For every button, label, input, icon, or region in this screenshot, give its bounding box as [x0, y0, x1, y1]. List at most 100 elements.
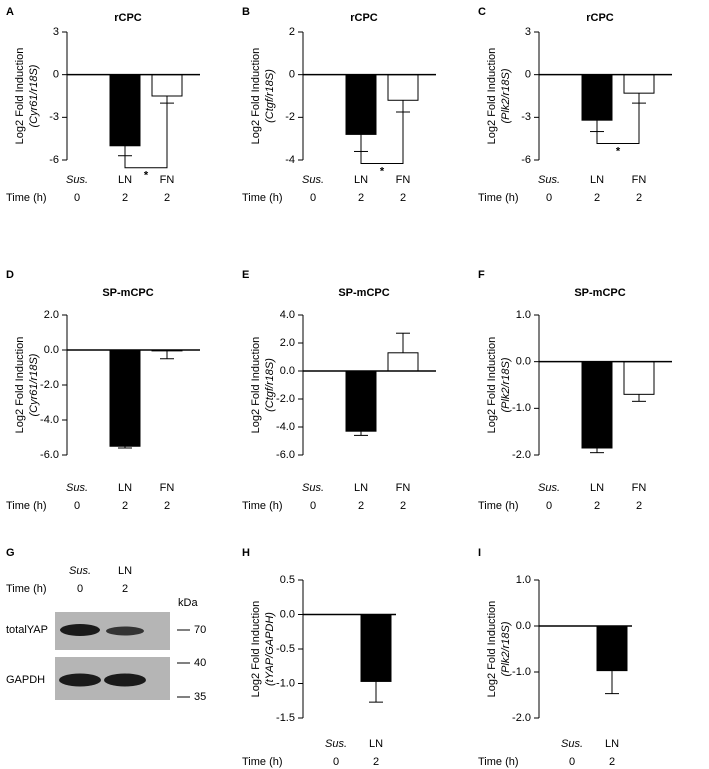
time-label: 0 [546, 500, 552, 512]
chart-title: rCPC [114, 12, 142, 24]
x-tick-label: FN [632, 482, 647, 494]
marker-label: 40 [194, 657, 206, 669]
time-label: 2 [122, 583, 128, 595]
bar [581, 74, 613, 121]
time-label: 2 [373, 756, 379, 768]
time-label: 2 [164, 500, 170, 512]
panel-letter: I [478, 547, 481, 559]
y-tick-label: 0.5 [280, 574, 295, 586]
x-tick-label: LN [118, 482, 132, 494]
y-axis-label: (Cyr61/r18S) [28, 64, 40, 127]
chart-title: SP-mCPC [574, 287, 625, 299]
x-tick-label: Sus. [66, 174, 88, 186]
panel-letter: G [6, 547, 15, 559]
chart-panel: D SP-mCPC Log2 Fold Induction (Cyr61/r18S) 2… [6, 269, 200, 512]
y-tick-label: 2.0 [44, 309, 59, 321]
y-tick-label: -1.5 [276, 712, 295, 724]
bar [360, 614, 392, 682]
blot-band [106, 626, 144, 636]
bar [596, 625, 628, 672]
y-tick-label: -2.0 [512, 712, 531, 724]
bar [345, 370, 377, 432]
row-label: Time (h) [242, 756, 283, 768]
time-label: 2 [594, 500, 600, 512]
y-tick-label: 2 [289, 26, 295, 38]
marker-label: 35 [194, 691, 206, 703]
y-axis-label: Log2 Fold Induction [486, 48, 498, 145]
x-tick-label: Sus. [66, 482, 88, 494]
time-label: 2 [164, 192, 170, 204]
x-tick-label: LN [605, 738, 619, 750]
x-tick-label: LN [369, 738, 383, 750]
time-label: 0 [569, 756, 575, 768]
unit-label: kDa [178, 597, 198, 609]
y-axis-label: Log2 Fold Induction [250, 601, 262, 698]
time-label: 0 [333, 756, 339, 768]
y-tick-label: -6 [49, 154, 59, 166]
x-tick-label: Sus. [302, 174, 324, 186]
time-label: 2 [636, 500, 642, 512]
row-label: Time (h) [478, 500, 519, 512]
y-tick-label: 2.0 [280, 337, 295, 349]
y-axis-label: Log2 Fold Induction [14, 337, 26, 434]
y-axis-label: Log2 Fold Induction [14, 48, 26, 145]
significance-bracket [596, 103, 640, 145]
time-label: 2 [122, 500, 128, 512]
lane-label: LN [118, 565, 132, 577]
row-label: Time (h) [6, 583, 47, 595]
y-axis-label: (tYAP/GAPDH) [264, 612, 276, 686]
significance-label: * [144, 170, 149, 182]
x-tick-label: Sus. [325, 738, 347, 750]
time-label: 0 [310, 192, 316, 204]
chart-title: rCPC [586, 12, 614, 24]
x-tick-label: FN [396, 482, 411, 494]
chart-panel: E SP-mCPC Log2 Fold Induction (Ctgf/r18S) 4.… [242, 269, 436, 512]
y-axis-label: Log2 Fold Induction [250, 48, 262, 145]
panel-letter: D [6, 269, 14, 281]
panel-letter: E [242, 269, 249, 281]
row-label: Time (h) [6, 500, 47, 512]
row-label: Time (h) [478, 192, 519, 204]
y-tick-label: -6 [521, 154, 531, 166]
panel-letter: B [242, 6, 250, 18]
y-tick-label: -2.0 [40, 379, 59, 391]
y-tick-label: -1.0 [512, 402, 531, 414]
chart-panel: F SP-mCPC Log2 Fold Induction (Plk2/r18S) 1.… [478, 269, 672, 512]
y-tick-label: 0.0 [280, 365, 295, 377]
chart-title: SP-mCPC [102, 287, 153, 299]
significance-label: * [380, 165, 385, 177]
x-tick-label: Sus. [538, 174, 560, 186]
bar [623, 74, 655, 94]
bar [387, 74, 419, 101]
bar [345, 74, 377, 135]
y-tick-label: 0.0 [516, 620, 531, 632]
x-tick-label: FN [160, 482, 175, 494]
bar [581, 361, 613, 449]
row-label: Time (h) [242, 500, 283, 512]
lane-label: Sus. [69, 565, 91, 577]
time-label: 0 [310, 500, 316, 512]
x-tick-label: LN [590, 482, 604, 494]
x-tick-label: LN [354, 482, 368, 494]
blot-band [59, 673, 101, 687]
time-label: 0 [546, 192, 552, 204]
time-label: 0 [74, 192, 80, 204]
x-tick-label: FN [632, 174, 647, 186]
x-tick-label: LN [590, 174, 604, 186]
panel-letter: A [6, 6, 14, 18]
y-tick-label: 0 [53, 69, 59, 81]
chart-title: rCPC [350, 12, 378, 24]
row-label: Time (h) [478, 756, 519, 768]
y-tick-label: -2.0 [512, 449, 531, 461]
time-label: 2 [594, 192, 600, 204]
blot-band [60, 624, 100, 636]
y-tick-label: -2 [285, 111, 295, 123]
y-tick-label: 3 [525, 26, 531, 38]
significance-label: * [616, 145, 621, 157]
y-axis-label: (Plk2/r18S) [500, 357, 512, 412]
bar [109, 349, 141, 447]
bar [387, 352, 419, 372]
x-tick-label: Sus. [302, 482, 324, 494]
